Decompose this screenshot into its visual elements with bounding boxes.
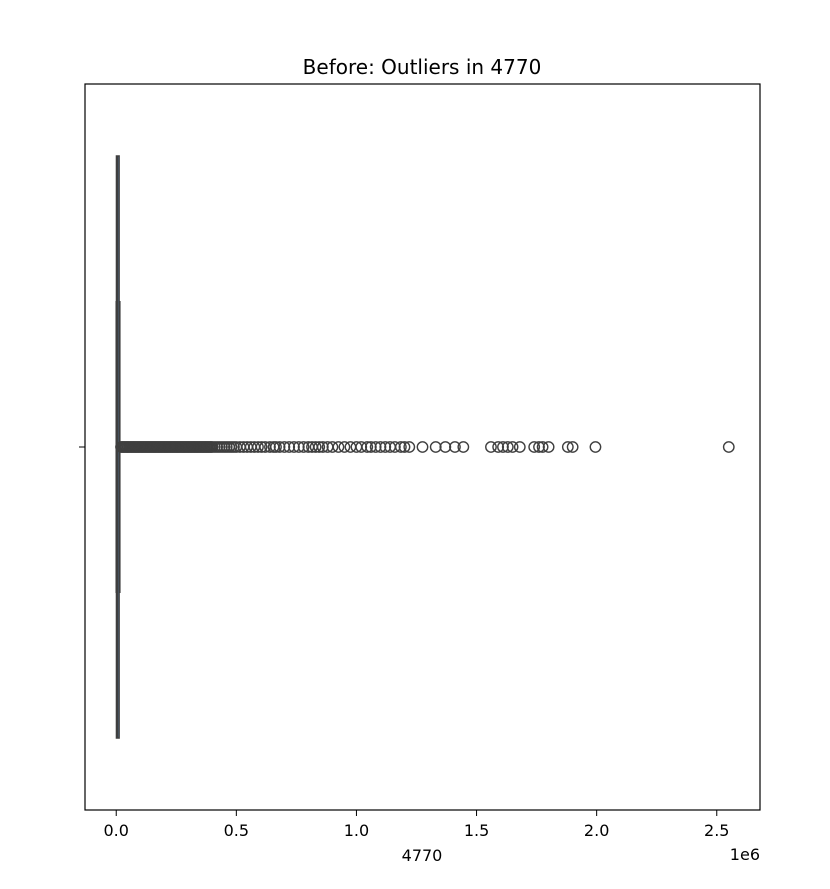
outlier-point: [309, 441, 322, 453]
outlier-point: [364, 441, 377, 453]
outlier-point: [394, 441, 407, 453]
outlier-point: [528, 441, 541, 453]
outlier-point: [273, 441, 286, 453]
outlier-point: [542, 441, 555, 453]
x-tick-label: 1.5: [464, 821, 489, 840]
x-tick-label: 2.5: [704, 821, 729, 840]
outlier-point: [344, 441, 357, 453]
outlier-point: [403, 441, 416, 453]
outlier-point: [513, 441, 526, 453]
outlier-point: [355, 441, 368, 453]
outlier-point: [379, 441, 392, 453]
x-tick-label: 2.0: [584, 821, 609, 840]
x-tick-label: 1.0: [344, 821, 369, 840]
chart-title: Before: Outliers in 4770: [303, 55, 542, 79]
outlier-point: [278, 441, 291, 453]
plot-area: [115, 155, 735, 739]
outlier-point: [449, 441, 461, 453]
outlier-point: [722, 441, 735, 453]
outlier-point: [501, 441, 514, 453]
outlier-point: [264, 441, 276, 453]
outlier-point: [536, 441, 549, 453]
outlier-point: [429, 441, 442, 453]
outlier-point: [361, 441, 374, 453]
outlier-point: [292, 441, 305, 453]
outlier-point: [589, 441, 602, 453]
outlier-point: [492, 441, 505, 453]
outlier-point: [457, 441, 470, 453]
outlier-point: [283, 441, 296, 453]
x-tick-label: 0.5: [224, 821, 249, 840]
outlier-point: [416, 441, 429, 453]
outlier-point: [326, 441, 339, 453]
outlier-point: [398, 441, 411, 453]
outlier-point: [439, 441, 452, 453]
x-axis-label: 4770: [402, 846, 443, 865]
outlier-point: [255, 441, 268, 453]
outlier-point: [332, 441, 345, 453]
outlier-point: [485, 441, 497, 453]
x-tick-label: 0.0: [104, 821, 129, 840]
outlier-point: [288, 441, 300, 453]
outlier-point: [369, 441, 382, 453]
outlier-point: [388, 441, 401, 453]
outlier-point: [338, 441, 351, 453]
outlier-point: [497, 441, 509, 453]
outlier-point: [533, 441, 545, 453]
outlier-point: [297, 441, 310, 453]
outlier-point: [374, 441, 387, 453]
outlier-point: [316, 441, 329, 453]
x-axis: 0.0 0.5 1.0 1.5 2.0 2.5: [104, 810, 729, 840]
outlier-point: [506, 441, 519, 453]
outlier-point: [566, 441, 579, 453]
outlier-point: [270, 441, 282, 453]
x-scale-offset-label: 1e6: [730, 845, 760, 864]
outlier-point: [252, 441, 264, 453]
outlier-point: [561, 441, 574, 453]
outlier-point: [313, 441, 326, 453]
